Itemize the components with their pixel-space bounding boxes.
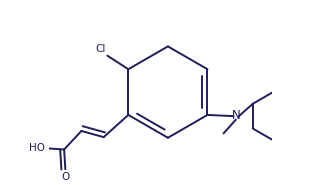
Text: Cl: Cl — [96, 44, 106, 54]
Text: N: N — [231, 109, 240, 122]
Text: O: O — [61, 172, 69, 182]
Text: HO: HO — [29, 143, 45, 153]
